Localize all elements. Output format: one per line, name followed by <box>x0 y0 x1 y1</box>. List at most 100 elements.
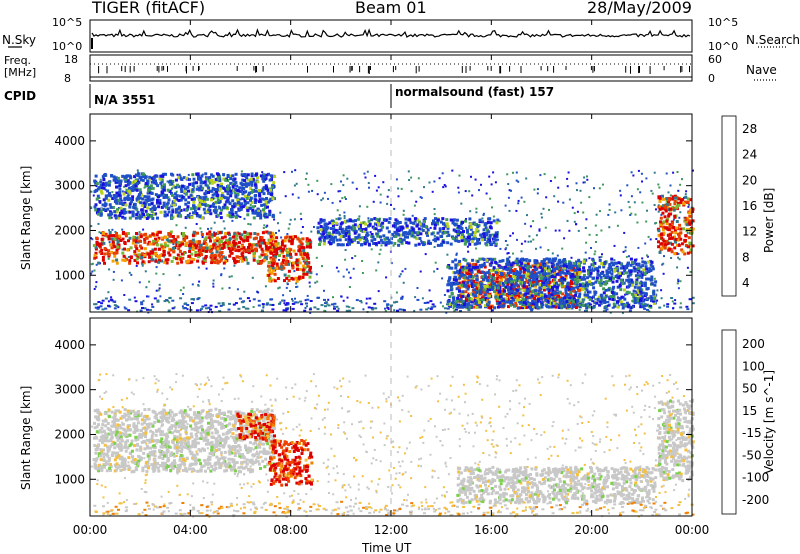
power-region-pixel <box>318 237 322 241</box>
power-region-pixel <box>183 189 187 193</box>
power-pixel <box>196 185 199 188</box>
power-region-pixel <box>113 237 117 241</box>
power-pixel <box>667 191 670 194</box>
power-region-pixel <box>162 194 166 198</box>
power-region-pixel <box>128 210 132 214</box>
power-region-pixel <box>469 292 472 296</box>
power-region-pixel <box>547 271 551 275</box>
power-region-pixel <box>490 243 494 246</box>
power-region-pixel <box>119 179 123 183</box>
power-region-pixel <box>225 238 229 242</box>
power-region-pixel <box>577 272 581 276</box>
power-region-pixel <box>162 188 166 192</box>
power-region-pixel <box>620 271 623 275</box>
power-region-pixel <box>353 223 357 227</box>
power-region-pixel <box>518 260 521 264</box>
power-region-pixel <box>555 291 559 295</box>
power-region-pixel <box>531 290 535 294</box>
power-region-pixel <box>305 245 309 249</box>
power-region-pixel <box>210 235 214 239</box>
power-region-pixel <box>546 277 549 281</box>
power-region-pixel <box>523 268 526 272</box>
power-region-pixel <box>98 250 102 254</box>
power-pixel <box>344 249 347 251</box>
power-region-pixel <box>211 187 215 191</box>
power-region-pixel <box>261 177 265 181</box>
power-region-pixel <box>352 238 356 242</box>
power-region-pixel <box>200 233 204 236</box>
power-region-pixel <box>337 217 341 221</box>
power-region-pixel <box>454 275 457 279</box>
power-region-pixel <box>208 181 212 185</box>
power-region-pixel <box>247 193 251 197</box>
power-region-pixel <box>132 184 136 188</box>
nsky-tick-top: 10^5 <box>52 16 82 29</box>
power-region-pixel <box>253 201 257 204</box>
power-region-pixel <box>268 245 272 249</box>
power-region-pixel <box>571 304 575 308</box>
power-region-pixel <box>317 221 321 225</box>
power-pixel <box>642 271 645 274</box>
power-region-pixel <box>216 193 220 197</box>
power-pixel <box>594 224 597 227</box>
power-region-pixel <box>100 252 104 255</box>
power-region-pixel <box>572 294 576 298</box>
power-region-pixel <box>491 284 495 288</box>
power-pixel <box>316 193 319 196</box>
power-region-pixel <box>280 243 284 247</box>
power-pixel <box>348 306 351 309</box>
power-pixel <box>598 187 601 190</box>
power-region-pixel <box>373 227 376 231</box>
power-pixel <box>672 171 675 174</box>
power-region-pixel <box>433 226 437 230</box>
power-region-pixel <box>270 271 274 275</box>
power-region-pixel <box>495 284 499 288</box>
power-region-pixel <box>210 258 214 262</box>
power-region-pixel <box>104 233 108 237</box>
power-region-pixel <box>319 225 323 228</box>
power-region-pixel <box>553 303 557 307</box>
power-pixel <box>656 299 659 302</box>
power-region-pixel <box>181 256 185 260</box>
power-region-pixel <box>399 233 403 237</box>
power-region-pixel <box>623 297 627 301</box>
power-region-pixel <box>241 178 245 182</box>
power-region-pixel <box>167 239 171 243</box>
power-region-pixel <box>237 259 240 263</box>
power-region-pixel <box>271 213 275 217</box>
power-pixel <box>505 247 508 250</box>
power-pixel <box>524 222 527 225</box>
power-region-pixel <box>308 242 311 246</box>
power-region-pixel <box>95 236 99 240</box>
power-pixel <box>158 287 161 290</box>
power-region-pixel <box>379 228 383 232</box>
power-region-pixel <box>184 198 188 202</box>
power-region-pixel <box>691 219 695 223</box>
power-region-pixel <box>131 214 135 218</box>
power-region-pixel <box>242 187 246 190</box>
power-region-pixel <box>474 294 477 298</box>
power-pixel <box>322 197 324 200</box>
power-region-pixel <box>282 266 286 270</box>
power-pixel <box>365 297 368 300</box>
power-region-pixel <box>464 268 468 272</box>
power-region-pixel <box>322 218 326 222</box>
power-region-pixel <box>509 299 513 303</box>
power-region-pixel <box>652 301 656 305</box>
power-region-pixel <box>128 186 131 190</box>
power-region-pixel <box>475 291 479 294</box>
power-region-pixel <box>322 232 326 236</box>
power-pixel <box>123 185 125 188</box>
power-region-pixel <box>150 192 154 195</box>
power-pixel <box>236 288 239 291</box>
power-region-pixel <box>258 255 262 259</box>
power-region-pixel <box>475 228 479 231</box>
power-region-pixel <box>188 240 192 244</box>
power-region-pixel <box>538 262 542 266</box>
power-region-pixel <box>203 259 207 263</box>
power-region-pixel <box>636 299 640 303</box>
power-region-pixel <box>300 245 304 249</box>
power-pixel <box>598 256 601 259</box>
power-region-pixel <box>216 236 219 240</box>
